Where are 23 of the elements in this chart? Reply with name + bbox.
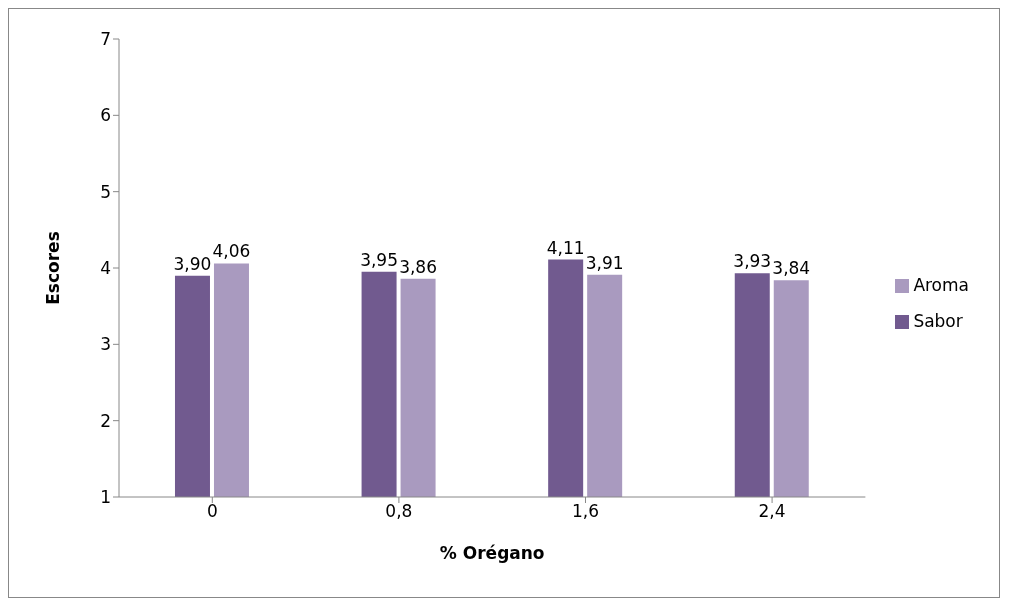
x-tick-label: 2,4 <box>758 501 786 522</box>
data-label: 3,93 <box>733 251 772 272</box>
x-tick-label: 1,6 <box>571 501 600 522</box>
data-label: 3,95 <box>360 249 398 270</box>
data-label: 3,84 <box>772 258 811 279</box>
y-tick-label: 5 <box>100 181 111 202</box>
y-tick-label: 7 <box>100 29 111 50</box>
data-label: 4,06 <box>212 241 251 262</box>
y-axis-title: Escores <box>43 231 64 305</box>
y-tick-label: 4 <box>100 258 111 279</box>
y-tick-label: 1 <box>100 487 111 508</box>
x-tick-label: 0,8 <box>385 501 413 522</box>
legend-label: Sabor <box>913 311 963 331</box>
data-label: 3,91 <box>585 252 624 273</box>
x-axis-title: % Orégano <box>439 543 545 563</box>
data-label: 3,90 <box>173 253 212 274</box>
y-tick-label: 6 <box>100 105 111 126</box>
y-tick-label: 3 <box>100 334 111 355</box>
data-label: 4,11 <box>546 237 585 258</box>
y-tick-label: 2 <box>100 410 111 431</box>
data-label: 3,86 <box>399 256 437 277</box>
legend-label: Aroma <box>913 275 969 295</box>
x-tick-label: 0 <box>206 501 218 522</box>
